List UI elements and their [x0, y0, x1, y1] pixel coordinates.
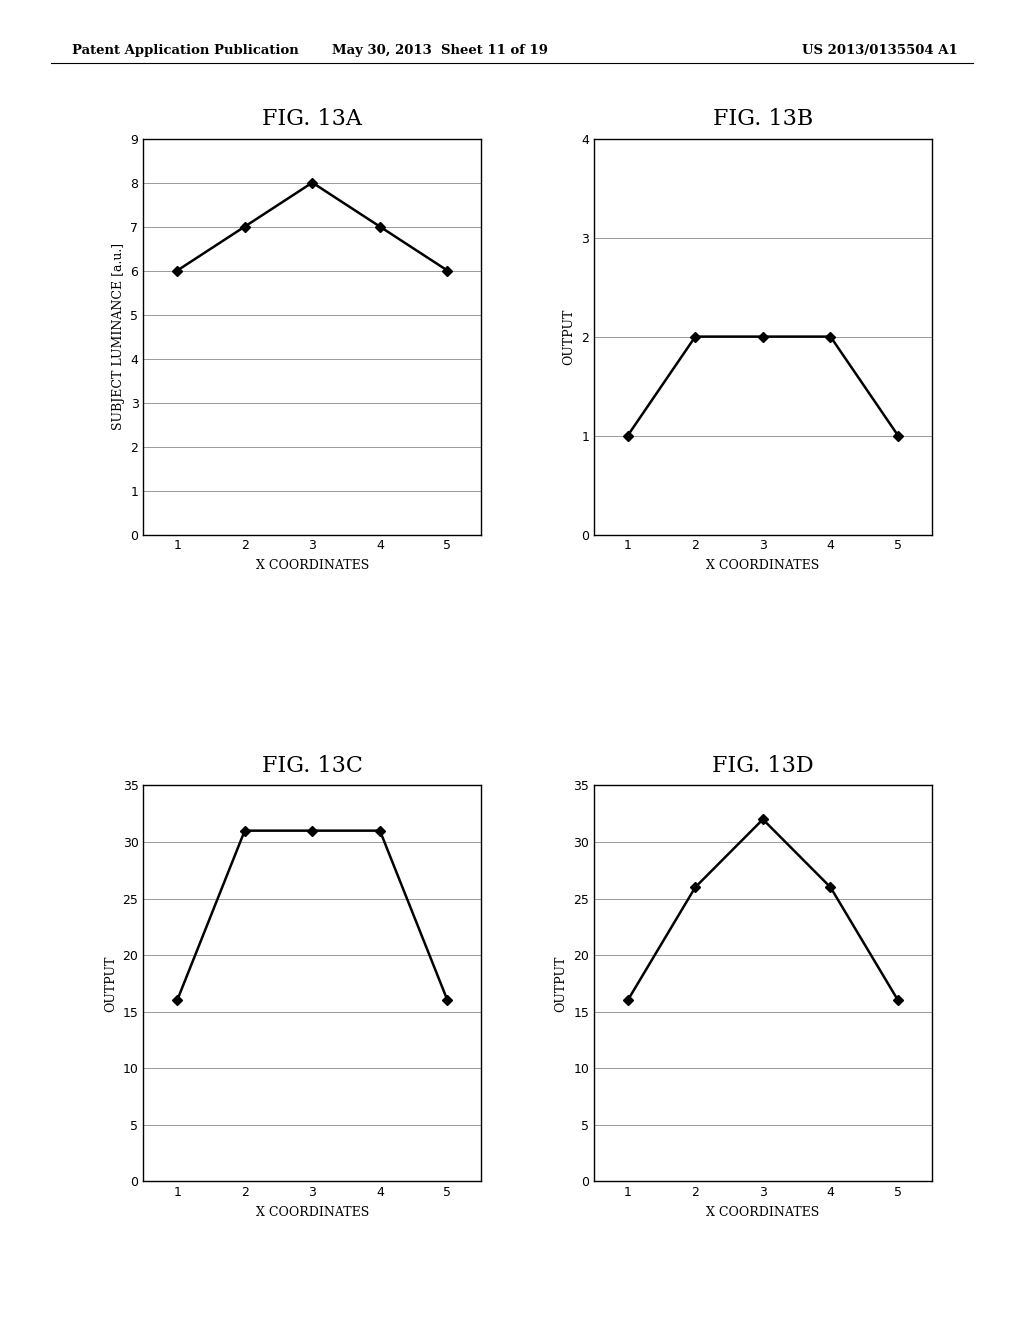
Title: FIG. 13D: FIG. 13D — [712, 755, 814, 776]
Y-axis label: OUTPUT: OUTPUT — [555, 956, 567, 1011]
X-axis label: X COORDINATES: X COORDINATES — [707, 560, 819, 573]
Title: FIG. 13A: FIG. 13A — [262, 108, 362, 129]
Y-axis label: SUBJECT LUMINANCE [a.u.]: SUBJECT LUMINANCE [a.u.] — [112, 243, 125, 430]
X-axis label: X COORDINATES: X COORDINATES — [256, 560, 369, 573]
X-axis label: X COORDINATES: X COORDINATES — [256, 1206, 369, 1220]
Y-axis label: OUTPUT: OUTPUT — [562, 309, 575, 364]
Text: US 2013/0135504 A1: US 2013/0135504 A1 — [802, 44, 957, 57]
Y-axis label: OUTPUT: OUTPUT — [104, 956, 117, 1011]
X-axis label: X COORDINATES: X COORDINATES — [707, 1206, 819, 1220]
Title: FIG. 13C: FIG. 13C — [262, 755, 362, 776]
Text: May 30, 2013  Sheet 11 of 19: May 30, 2013 Sheet 11 of 19 — [333, 44, 548, 57]
Text: Patent Application Publication: Patent Application Publication — [72, 44, 298, 57]
Title: FIG. 13B: FIG. 13B — [713, 108, 813, 129]
